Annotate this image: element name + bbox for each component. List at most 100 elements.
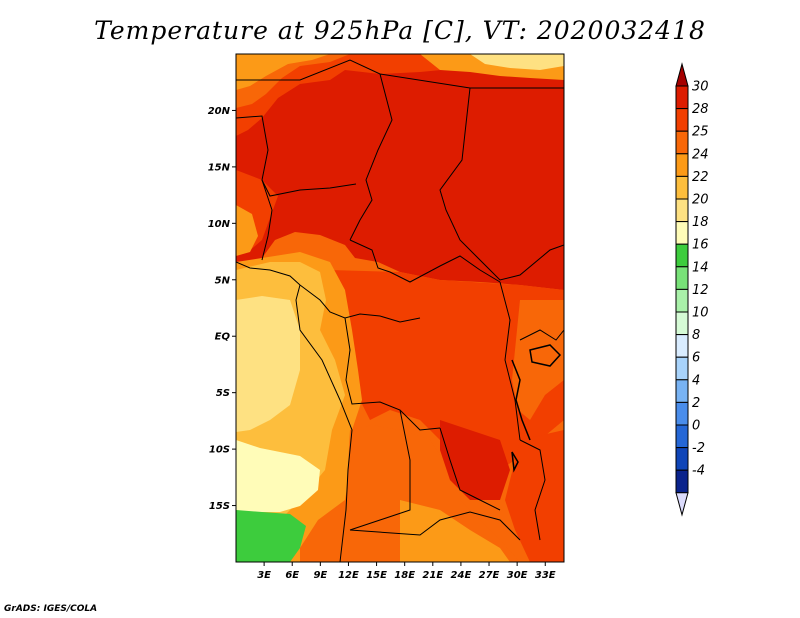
region-south-18 <box>236 440 320 512</box>
region-north-25 <box>236 54 470 136</box>
coastline-gulf <box>236 261 301 286</box>
chart-title: Temperature at 925hPa [C], VT: 202003241… <box>94 16 706 45</box>
colorbar-label: 18 <box>692 215 709 230</box>
region-west-coast-22 <box>236 205 258 256</box>
colorbar-label: 28 <box>692 102 709 117</box>
lon-tick-label: 24E <box>451 570 472 581</box>
colorbar-swatch <box>675 266 689 290</box>
colorbar-swatch <box>675 108 689 132</box>
colorbar-swatch <box>675 311 689 336</box>
lon-tick-label: 9E <box>313 570 327 581</box>
lon-tick-label: 3E <box>257 570 271 581</box>
lat-tick-label: 5N <box>215 275 231 286</box>
temperature-field <box>236 54 564 562</box>
border-congo <box>344 317 441 431</box>
border-car <box>349 239 501 283</box>
colorbar-swatch <box>675 469 689 494</box>
lon-tick-label: 6E <box>285 570 299 581</box>
border-east <box>499 281 521 441</box>
region-central-25 <box>330 270 564 470</box>
region-north-east-20 <box>470 54 564 70</box>
colorbar-label: 22 <box>692 170 709 185</box>
lat-tick-label: 10S <box>209 445 230 456</box>
longitude-axis: 3E 6E 9E 12E 15E 18E 21E 24E 27E 30E 33E <box>257 562 556 581</box>
lat-tick-label: 10N <box>208 219 231 230</box>
colorbar-swatch <box>675 85 689 110</box>
colorbar-label: 24 <box>692 147 709 162</box>
colorbar-label: 14 <box>692 260 709 275</box>
region-southeast-25 <box>505 430 564 562</box>
region-east-28 <box>440 420 510 500</box>
colorbar-label: 25 <box>692 125 709 140</box>
border-angola <box>349 409 411 531</box>
colorbar-swatch <box>675 243 689 268</box>
colorbar-swatch <box>675 356 689 381</box>
latitude-axis: 20N 15N 10N 5N EQ 5S 10S 15S <box>208 106 236 512</box>
border-chad <box>349 73 393 241</box>
region-east-24 <box>512 300 564 420</box>
map-frame <box>235 53 565 563</box>
colorbar-swatch <box>675 447 689 471</box>
lat-tick-label: 15N <box>208 162 231 173</box>
colorbar-label: -2 <box>692 441 705 456</box>
region-southwest-16 <box>236 510 306 562</box>
colorbar-label: 6 <box>692 351 700 366</box>
lon-tick-label: 30E <box>507 570 528 581</box>
colorbar-label: 0 <box>692 419 700 434</box>
lat-tick-label: 20N <box>208 106 231 117</box>
colorbar-swatch <box>675 175 689 200</box>
colorbar-label: -4 <box>692 464 705 479</box>
country-borders <box>236 59 564 562</box>
border-uganda <box>519 329 564 341</box>
border-mozambique <box>519 439 546 541</box>
border-sahara <box>236 59 564 89</box>
colorbar-swatch <box>675 198 689 223</box>
border-cameroon <box>299 284 421 323</box>
border-mali-niger <box>236 115 357 197</box>
colorbar-swatch <box>675 424 689 449</box>
colorbar-label: 12 <box>692 283 709 298</box>
colorbar-swatch <box>675 379 689 403</box>
colorbar-bottom-arrow <box>675 492 689 517</box>
region-south-interior-22 <box>400 500 510 562</box>
lake-tanganyika <box>511 359 531 441</box>
colorbar-label: 20 <box>692 193 709 208</box>
lon-tick-label: 18E <box>394 570 415 581</box>
lon-tick-label: 33E <box>535 570 556 581</box>
lakes <box>511 344 562 473</box>
region-gulf-18 <box>236 296 300 432</box>
colorbar-swatch <box>675 153 689 177</box>
border-namibia <box>349 511 521 541</box>
colorbar-swatch <box>675 130 689 155</box>
colorbar-swatch <box>675 288 689 313</box>
lake-victoria <box>529 344 562 367</box>
colorbar-label: 10 <box>692 306 709 321</box>
colorbar-label: 8 <box>692 328 700 343</box>
lat-tick-label: EQ <box>215 332 231 343</box>
colorbar-label: 16 <box>692 238 709 253</box>
border-west-coast <box>261 179 273 261</box>
colorbar-label: 4 <box>692 373 700 388</box>
lat-tick-label: 5S <box>216 388 230 399</box>
region-north-22a <box>236 54 330 90</box>
colorbar-top-arrow <box>675 62 689 87</box>
region-28-30 <box>236 54 564 290</box>
border-sudan <box>439 87 564 281</box>
colorbar-swatch <box>675 221 689 245</box>
region-south-interior-24 <box>345 425 520 562</box>
lon-tick-label: 12E <box>338 570 359 581</box>
lat-tick-label: 15S <box>209 501 230 512</box>
coastline-west <box>295 284 353 562</box>
lon-tick-label: 21E <box>422 570 443 581</box>
colorbar-label: 30 <box>692 80 709 95</box>
lon-tick-label: 27E <box>479 570 500 581</box>
colorbar-label: 2 <box>692 396 700 411</box>
colorbar-swatch <box>675 401 689 426</box>
colorbar-swatch <box>675 334 689 358</box>
lake-kivu <box>511 451 519 473</box>
lon-tick-label: 15E <box>366 570 387 581</box>
grads-credit: GrADS: IGES/COLA <box>4 604 98 614</box>
border-drc-south <box>439 427 501 511</box>
